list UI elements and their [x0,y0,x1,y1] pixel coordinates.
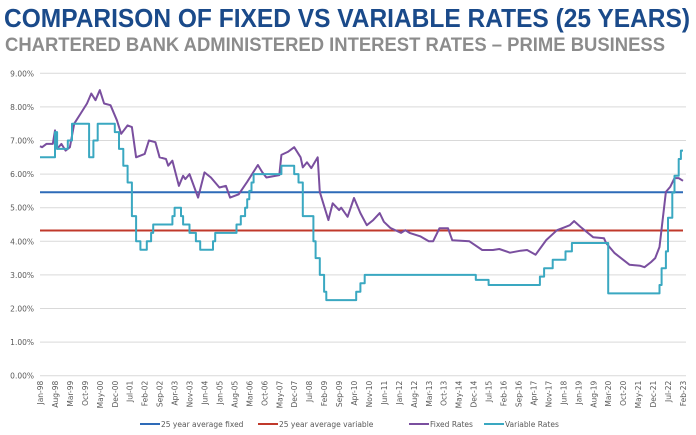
x-tick-label: Nov-03 [186,380,195,407]
x-tick-label: Dec-14 [470,380,479,407]
gridlines [40,72,686,377]
y-tick-label: 0.00% [10,372,34,381]
x-tick-label: Nov-17 [544,380,553,407]
x-axis-ticks: Jan-98 Aug-98 Mar-99 Oct-99 May-00 Dec-00 Jul-… [36,380,688,408]
legend-label: 25 year average variable [279,420,374,429]
y-tick-label: 1.00% [10,338,34,347]
legend-label: Fixed Rates [430,420,473,429]
x-tick-label: May-07 [275,380,284,408]
x-tick-label: Jun-04 [200,380,209,405]
x-tick-label: Jul-08 [305,380,314,403]
x-tick-label: Feb-23 [679,380,688,406]
x-tick-label: Sep-09 [335,380,344,407]
chart-title: COMPARISON OF FIXED VS VARIABLE RATES (2… [4,3,690,33]
x-tick-label: Oct-13 [440,380,449,405]
x-tick-label: Jan-98 [36,380,45,405]
x-tick-label: Mar-13 [425,380,434,406]
x-tick-label: Jan-19 [574,380,583,405]
legend: 25 year average fixed 25 year average var… [140,420,559,429]
legend-label: 25 year average fixed [161,420,244,429]
x-tick-label: Jul-22 [664,380,673,403]
x-tick-label: Aug-05 [230,380,239,407]
legend-item: Variable Rates [484,420,559,429]
x-tick-label: Feb-09 [320,380,329,406]
x-tick-label: Apr-17 [529,380,538,405]
x-tick-label: Feb-16 [500,380,509,406]
y-axis-ticks: 0.00% 1.00% 2.00% 3.00% 4.00% 5.00% 6.00% 7.00%… [10,69,34,380]
chart-subtitle: CHARTERED BANK ADMINISTERED INTEREST RAT… [5,35,665,56]
variable-rates-line [40,122,683,302]
y-tick-label: 9.00% [10,69,34,78]
y-tick-label: 4.00% [10,237,34,246]
x-tick-label: Aug-19 [589,380,598,407]
x-tick-label: May-00 [96,380,105,408]
x-tick-label: Jan-05 [215,380,224,405]
legend-item: Fixed Rates [409,420,473,429]
x-tick-label: May-14 [455,380,464,408]
x-tick-label: Dec-21 [649,380,658,407]
legend-label: Variable Rates [505,420,559,429]
y-tick-label: 8.00% [10,103,34,112]
x-tick-label: Mar-99 [66,380,75,406]
x-tick-label: Mar-20 [604,380,613,406]
x-tick-label: Feb-02 [141,380,150,406]
y-tick-label: 5.00% [10,204,34,213]
x-tick-label: Jun-18 [559,380,568,405]
x-tick-label: Apr-03 [171,380,180,405]
x-tick-label: Apr-10 [350,380,359,405]
series-lines [39,89,684,302]
legend-item: 25 year average fixed [140,420,244,429]
x-tick-label: Oct-06 [260,380,269,405]
y-tick-label: 7.00% [10,137,34,146]
x-tick-label: Dec-00 [111,380,120,407]
x-tick-label: Aug-98 [51,380,60,407]
x-tick-label: Jan-12 [395,380,404,405]
x-tick-label: Aug-12 [410,380,419,407]
y-tick-label: 2.00% [10,305,34,314]
x-tick-label: May-21 [634,380,643,408]
x-tick-label: Oct-20 [619,380,628,405]
y-tick-label: 3.00% [10,271,34,280]
x-tick-label: Nov-10 [365,380,374,407]
x-tick-label: Sep-02 [156,380,165,407]
y-tick-label: 6.00% [10,170,34,179]
x-tick-label: Sep-16 [515,380,524,407]
x-tick-label: Dec-07 [290,380,299,407]
x-tick-label: Jun-11 [380,380,389,405]
x-tick-label: Oct-99 [81,380,90,405]
x-tick-label: Mar-06 [245,380,254,406]
x-tick-label: Jul-01 [126,380,135,403]
legend-item: 25 year average variable [258,420,374,429]
x-tick-label: Jul-15 [485,380,494,403]
fixed-rates-line [39,89,684,269]
